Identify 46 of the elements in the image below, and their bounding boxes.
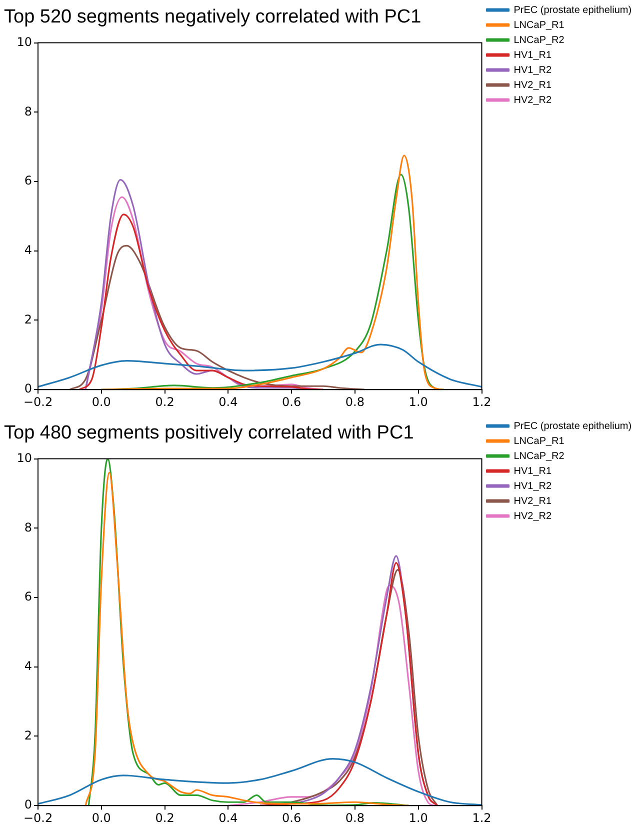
- line-series: [227, 584, 436, 806]
- y-tick-label: 8: [24, 104, 32, 118]
- x-tick-label: 0.8: [345, 810, 365, 825]
- chart-title: Top 480 segments positively correlated with PC1: [4, 422, 414, 444]
- x-tick-label: 1.0: [408, 394, 428, 409]
- y-tick-label: 2: [24, 728, 32, 742]
- chart-title: Top 520 segments negatively correlated with PC1: [4, 6, 422, 28]
- x-tick-label: −0.2: [23, 394, 53, 409]
- legend-label: HV2_R1: [514, 80, 552, 91]
- x-tick-label: 1.0: [408, 810, 428, 825]
- y-tick-label: 4: [24, 659, 32, 674]
- legend-label: HV1_R1: [514, 50, 552, 61]
- x-tick-label: 0.6: [282, 394, 302, 409]
- y-tick-label: 0: [24, 382, 32, 396]
- x-tick-label: 0.0: [92, 810, 111, 825]
- legend-label: PrEC (prostate epithelium): [514, 4, 632, 16]
- y-tick-label: 6: [24, 590, 32, 604]
- legend-label: HV2_R1: [514, 496, 552, 507]
- x-tick-label: 0.6: [282, 810, 302, 825]
- legend-label: LNCaP_R2: [514, 34, 565, 46]
- y-tick-label: 10: [16, 450, 32, 465]
- y-tick-label: 4: [24, 243, 32, 258]
- x-tick-label: 0.8: [345, 394, 365, 409]
- x-tick-label: 0.4: [218, 394, 238, 409]
- x-tick-label: 0.2: [155, 810, 174, 825]
- x-tick-label: −0.2: [23, 810, 53, 825]
- y-tick-label: 10: [16, 34, 32, 49]
- legend-label: PrEC (prostate epithelium): [514, 420, 632, 432]
- y-tick-label: 8: [24, 520, 32, 534]
- x-tick-label: 1.2: [472, 394, 492, 409]
- y-tick-label: 2: [24, 312, 32, 326]
- y-tick-label: 0: [24, 798, 32, 812]
- line-series: [68, 244, 366, 390]
- legend-label: LNCaP_R1: [514, 20, 565, 31]
- x-tick-label: 0.2: [155, 394, 174, 409]
- x-tick-label: 0.0: [92, 394, 111, 409]
- x-tick-label: 0.4: [218, 810, 238, 825]
- legend-label: HV1_R2: [514, 480, 552, 492]
- x-tick-label: 1.2: [472, 810, 492, 825]
- legend-label: HV1_R2: [514, 64, 552, 76]
- legend-label: HV2_R2: [514, 510, 552, 522]
- legend-label: HV1_R1: [514, 466, 552, 477]
- legend-label: LNCaP_R1: [514, 436, 565, 447]
- legend-label: LNCaP_R2: [514, 450, 565, 462]
- y-tick-label: 6: [24, 174, 32, 188]
- legend-label: HV2_R2: [514, 94, 552, 106]
